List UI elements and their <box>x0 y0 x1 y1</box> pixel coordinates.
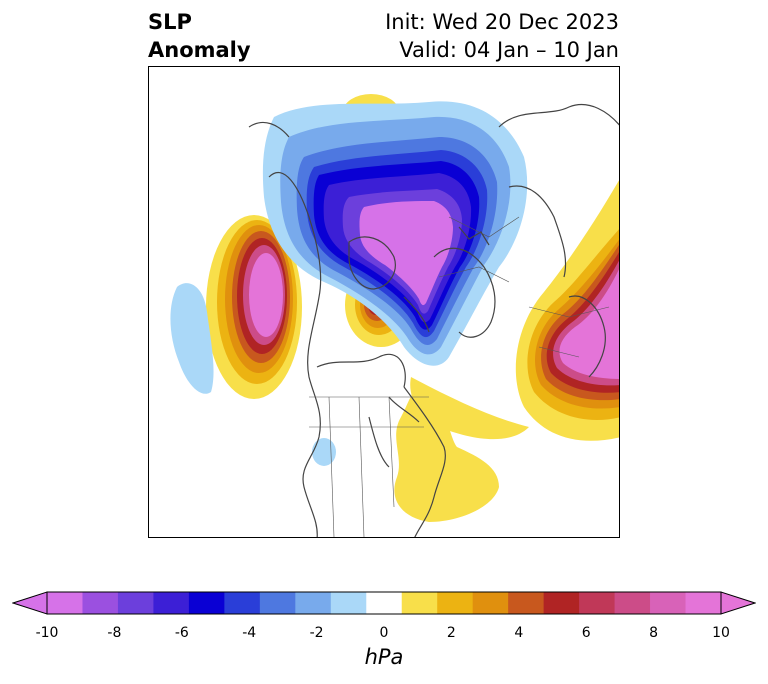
pacific-low <box>170 283 214 394</box>
map-title: SLP Anomaly <box>148 8 251 64</box>
coastlines <box>248 103 619 537</box>
colorbar-bin <box>401 592 438 614</box>
colorbar-tick-label: 8 <box>649 625 659 641</box>
colorbar-tick-label: 2 <box>446 625 456 641</box>
colorbar-bin <box>614 592 651 614</box>
valid-range: Valid: 04 Jan – 10 Jan <box>399 38 619 62</box>
colorbar-bin <box>508 592 545 614</box>
colorbar-bin <box>82 592 119 614</box>
colorbar-bin <box>330 592 367 614</box>
europe-high <box>515 180 619 441</box>
colorbar-bin <box>685 592 722 614</box>
colorbar-bin <box>153 592 190 614</box>
colorbar-bin <box>543 592 580 614</box>
colorbar-bin <box>224 592 261 614</box>
se-us-high <box>394 387 499 522</box>
colorbar-outline <box>46 591 722 615</box>
colorbar-bin <box>295 592 332 614</box>
colorbar-tick-label: 4 <box>514 625 524 641</box>
north-pacific-high <box>206 215 302 399</box>
colorbar-bin <box>366 592 403 614</box>
arctic-low <box>262 101 528 366</box>
slp-anomaly-map <box>148 66 620 538</box>
colorbar-tick-label: 6 <box>581 625 591 641</box>
colorbar-tick-label: -2 <box>309 625 324 641</box>
us-weak-low <box>312 438 336 466</box>
colorbar-tick-label: 0 <box>379 625 389 641</box>
init-date: Init: Wed 20 Dec 2023 <box>385 10 619 34</box>
colorbar-tick-label: -6 <box>174 625 189 641</box>
colorbar-units: hPa <box>364 645 404 669</box>
title-line-2: Anomaly <box>148 38 251 62</box>
political-borders <box>309 216 610 537</box>
colorbar-tick-label: -10 <box>35 625 59 641</box>
colorbar-tick-label: -8 <box>107 625 122 641</box>
colorbar-bin <box>579 592 616 614</box>
forecast-dates: Init: Wed 20 Dec 2023 Valid: 04 Jan – 10… <box>385 8 619 64</box>
colorbar-bin <box>472 592 509 614</box>
title-line-1: SLP <box>148 10 192 34</box>
colorbar-bin <box>117 592 154 614</box>
colorbar-bin <box>188 592 225 614</box>
colorbar-bin <box>437 592 474 614</box>
colorbar <box>11 590 757 624</box>
colorbar-tick-label: 10 <box>712 625 730 641</box>
colorbar-extend-min <box>11 591 48 615</box>
colorbar-bin <box>47 592 83 614</box>
colorbar-bin <box>650 592 687 614</box>
colorbar-bin <box>259 592 296 614</box>
colorbar-extend-max <box>720 591 757 615</box>
colorbar-tick-label: -4 <box>242 625 257 641</box>
